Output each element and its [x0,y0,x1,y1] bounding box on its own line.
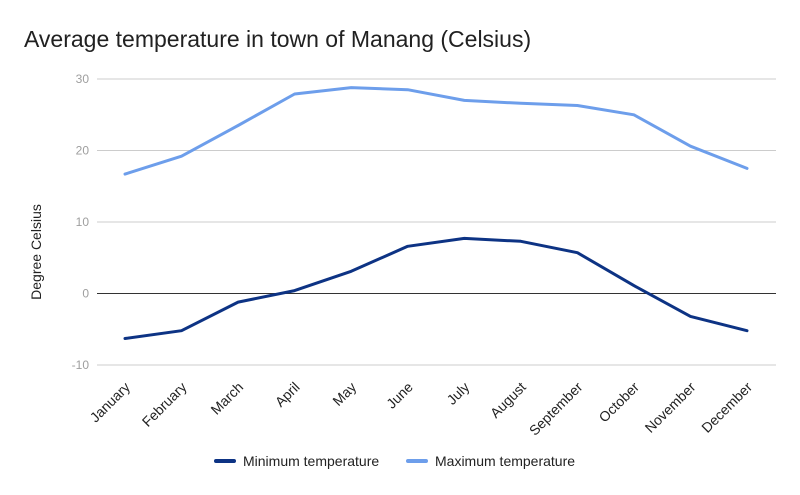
y-axis-ticks: -10 0 10 20 30 [72,72,90,372]
series-lines [123,86,749,340]
chart-title: Average temperature in town of Manang (C… [24,26,532,52]
data-point [746,167,749,170]
data-point [350,270,353,273]
x-tick-label: May [329,379,359,409]
data-point [180,155,183,158]
x-tick-label: November [642,379,699,436]
series-line-minimum [123,236,749,340]
legend: Minimum temperature Maximum temperature [214,453,575,469]
y-tick-label: -10 [72,358,90,372]
data-point [576,251,579,254]
x-tick-label: February [139,379,190,430]
y-tick-label: 30 [76,72,90,86]
x-tick-label: October [595,379,642,426]
data-point [463,99,466,102]
data-point [350,86,353,89]
data-point [237,301,240,304]
data-point [124,173,127,176]
data-point [406,88,409,91]
x-tick-label: January [87,379,134,426]
y-tick-label: 0 [82,287,89,301]
data-point [632,113,635,116]
x-tick-label: June [383,379,416,412]
series-line-maximum [123,86,749,176]
data-point [632,284,635,287]
data-point [124,337,127,340]
data-point [519,102,522,105]
data-point [519,240,522,243]
y-tick-label: 20 [76,144,90,158]
x-tick-label: March [207,379,246,418]
x-tick-label: July [443,379,472,408]
data-point [406,245,409,248]
x-tick-label: August [487,379,529,421]
data-point [237,124,240,127]
x-tick-label: December [698,379,755,436]
data-point [689,145,692,148]
x-tick-label: September [526,379,586,439]
gridlines [97,78,776,366]
legend-label: Maximum temperature [435,453,575,469]
data-point [293,289,296,292]
y-tick-label: 10 [76,215,90,229]
data-point [463,237,466,240]
data-point [746,329,749,332]
legend-label: Minimum temperature [243,453,379,469]
data-point [576,104,579,107]
data-point [293,93,296,96]
y-axis-label: Degree Celsius [28,204,44,300]
data-point [689,315,692,318]
x-axis-ticks: January February March April May June July Augu… [87,379,756,439]
x-tick-label: April [272,379,303,410]
data-point [180,329,183,332]
